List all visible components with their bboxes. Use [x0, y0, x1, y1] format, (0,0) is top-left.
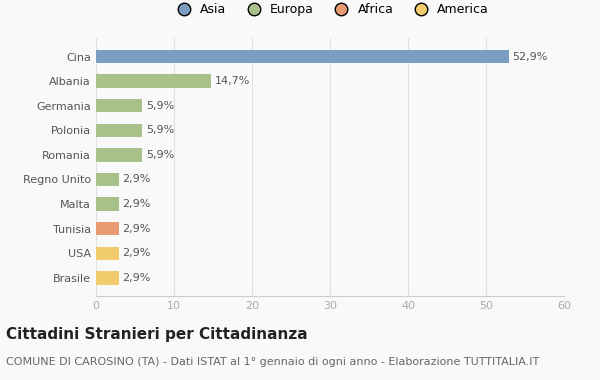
Text: 52,9%: 52,9% — [512, 52, 548, 62]
Text: 2,9%: 2,9% — [122, 273, 151, 283]
Text: 5,9%: 5,9% — [146, 101, 174, 111]
Text: 2,9%: 2,9% — [122, 224, 151, 234]
Bar — [96, 271, 119, 285]
Bar — [96, 247, 119, 260]
Text: Cittadini Stranieri per Cittadinanza: Cittadini Stranieri per Cittadinanza — [6, 327, 308, 342]
Text: 2,9%: 2,9% — [122, 199, 151, 209]
Text: 14,7%: 14,7% — [215, 76, 250, 86]
Bar — [96, 148, 142, 162]
Bar — [96, 99, 142, 112]
Text: COMUNE DI CAROSINO (TA) - Dati ISTAT al 1° gennaio di ogni anno - Elaborazione T: COMUNE DI CAROSINO (TA) - Dati ISTAT al … — [6, 357, 539, 367]
Text: 5,9%: 5,9% — [146, 125, 174, 135]
Legend: Asia, Europa, Africa, America: Asia, Europa, Africa, America — [166, 0, 494, 21]
Text: 2,9%: 2,9% — [122, 248, 151, 258]
Bar — [96, 197, 119, 211]
Text: 5,9%: 5,9% — [146, 150, 174, 160]
Bar — [96, 50, 509, 63]
Bar — [96, 74, 211, 88]
Text: 2,9%: 2,9% — [122, 174, 151, 185]
Bar — [96, 173, 119, 186]
Bar — [96, 222, 119, 236]
Bar — [96, 124, 142, 137]
